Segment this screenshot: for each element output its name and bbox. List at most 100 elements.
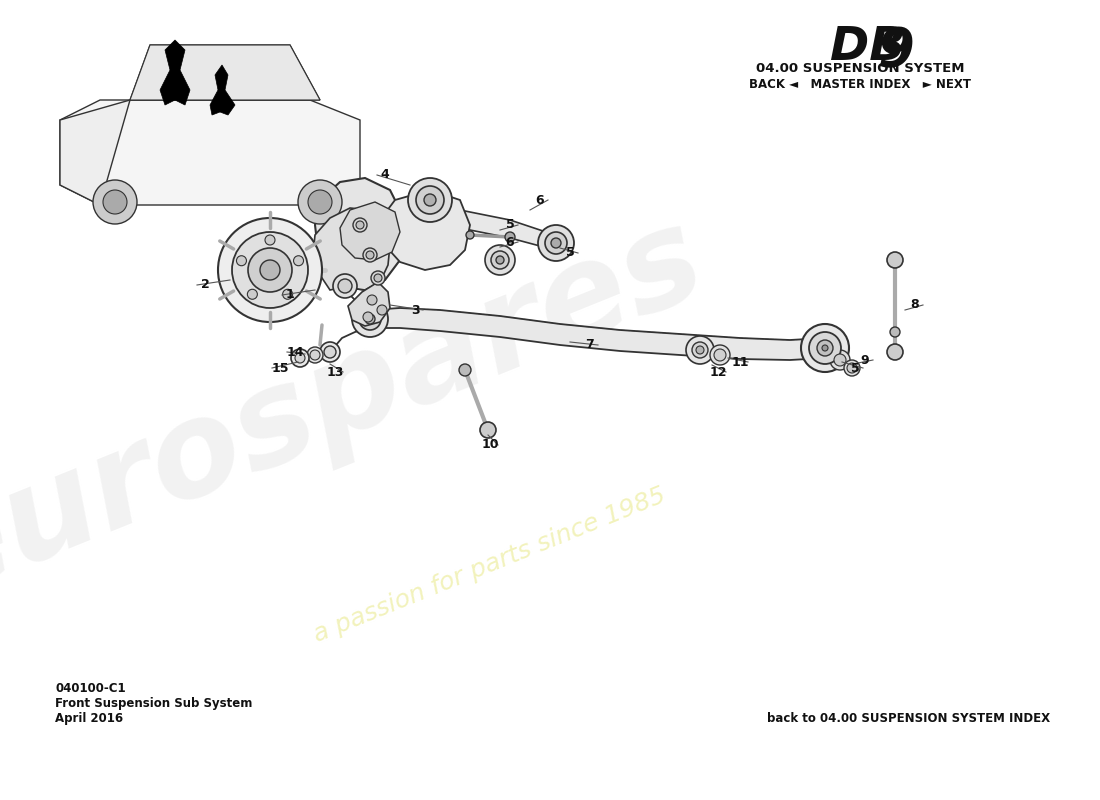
Circle shape	[365, 314, 375, 324]
Text: 7: 7	[585, 338, 594, 351]
Circle shape	[544, 232, 566, 254]
Circle shape	[103, 190, 127, 214]
Text: DB: DB	[830, 25, 905, 70]
Text: 2: 2	[200, 278, 209, 291]
Polygon shape	[160, 40, 190, 105]
Text: April 2016: April 2016	[55, 712, 123, 725]
Text: a passion for parts since 1985: a passion for parts since 1985	[310, 483, 670, 647]
Circle shape	[236, 256, 246, 266]
Circle shape	[363, 312, 373, 322]
Text: 12: 12	[710, 366, 727, 378]
Circle shape	[307, 347, 323, 363]
Text: 5: 5	[850, 362, 859, 374]
Text: 3: 3	[410, 303, 419, 317]
Circle shape	[408, 178, 452, 222]
Polygon shape	[379, 190, 470, 270]
Circle shape	[333, 274, 358, 298]
Circle shape	[844, 360, 860, 376]
Circle shape	[260, 260, 280, 280]
Circle shape	[496, 256, 504, 264]
Circle shape	[847, 363, 857, 373]
Circle shape	[265, 235, 275, 245]
Circle shape	[338, 279, 352, 293]
Circle shape	[371, 271, 385, 285]
Circle shape	[491, 251, 509, 269]
Text: 5: 5	[506, 218, 515, 231]
Text: 10: 10	[482, 438, 498, 451]
Circle shape	[308, 190, 332, 214]
Text: eurospares: eurospares	[0, 194, 720, 626]
Text: 5: 5	[565, 246, 574, 259]
Circle shape	[538, 225, 574, 261]
Text: 040100-C1: 040100-C1	[55, 682, 125, 695]
Circle shape	[817, 340, 833, 356]
Circle shape	[367, 295, 377, 305]
Text: back to 04.00 SUSPENSION SYSTEM INDEX: back to 04.00 SUSPENSION SYSTEM INDEX	[767, 712, 1050, 725]
Circle shape	[352, 301, 388, 337]
Text: ✦: ✦	[164, 72, 187, 100]
Text: 6: 6	[506, 235, 515, 249]
Circle shape	[324, 346, 336, 358]
Text: 9: 9	[860, 354, 869, 366]
Polygon shape	[210, 65, 235, 115]
Text: 13: 13	[327, 366, 343, 378]
Text: BACK ◄   MASTER INDEX   ► NEXT: BACK ◄ MASTER INDEX ► NEXT	[749, 78, 971, 91]
Polygon shape	[314, 208, 390, 290]
Text: Front Suspension Sub System: Front Suspension Sub System	[55, 697, 252, 710]
Circle shape	[359, 308, 381, 330]
Circle shape	[834, 354, 846, 366]
Circle shape	[459, 364, 471, 376]
Circle shape	[801, 324, 849, 372]
Text: 8: 8	[911, 298, 920, 311]
Circle shape	[377, 305, 387, 315]
Circle shape	[232, 232, 308, 308]
Polygon shape	[430, 205, 556, 250]
Circle shape	[480, 422, 496, 438]
Polygon shape	[315, 178, 405, 290]
Circle shape	[485, 245, 515, 275]
Circle shape	[248, 290, 257, 299]
Circle shape	[822, 345, 828, 351]
Circle shape	[505, 232, 515, 242]
Circle shape	[366, 251, 374, 259]
Text: 14: 14	[286, 346, 304, 358]
Text: 15: 15	[272, 362, 288, 374]
Circle shape	[890, 327, 900, 337]
Circle shape	[696, 346, 704, 354]
Polygon shape	[60, 100, 360, 205]
Circle shape	[283, 290, 293, 299]
Circle shape	[887, 252, 903, 268]
Circle shape	[424, 194, 436, 206]
Text: 4: 4	[381, 169, 389, 182]
Circle shape	[353, 218, 367, 232]
Circle shape	[686, 336, 714, 364]
Text: 04.00 SUSPENSION SYSTEM: 04.00 SUSPENSION SYSTEM	[756, 62, 965, 75]
Circle shape	[298, 180, 342, 224]
Text: 6: 6	[536, 194, 544, 206]
Circle shape	[830, 350, 850, 370]
Polygon shape	[340, 202, 400, 260]
Polygon shape	[370, 308, 825, 360]
Circle shape	[248, 248, 292, 292]
Polygon shape	[130, 45, 320, 100]
Circle shape	[292, 349, 309, 367]
Circle shape	[356, 221, 364, 229]
Circle shape	[466, 231, 474, 239]
Circle shape	[218, 218, 322, 322]
Circle shape	[294, 256, 304, 266]
Circle shape	[808, 332, 842, 364]
Polygon shape	[348, 282, 390, 326]
Circle shape	[416, 186, 444, 214]
Circle shape	[551, 238, 561, 248]
Circle shape	[714, 349, 726, 361]
Polygon shape	[130, 45, 320, 100]
Text: 1: 1	[286, 289, 295, 302]
Circle shape	[295, 353, 305, 363]
Circle shape	[710, 345, 730, 365]
Polygon shape	[60, 100, 130, 205]
Circle shape	[363, 248, 377, 262]
Circle shape	[320, 342, 340, 362]
Circle shape	[887, 344, 903, 360]
Circle shape	[692, 342, 708, 358]
Circle shape	[374, 274, 382, 282]
